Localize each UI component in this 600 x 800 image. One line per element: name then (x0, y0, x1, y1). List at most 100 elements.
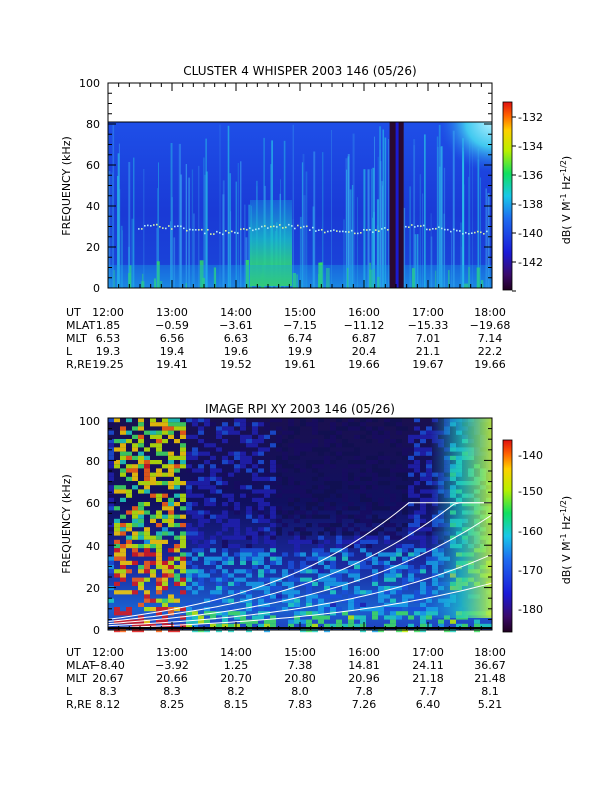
panel2-cell (126, 464, 132, 469)
panel-whisper: CLUSTER 4 WHISPER 2003 146 (05/26) 0 20 … (60, 64, 573, 371)
panel2-cell (318, 514, 324, 519)
panel2-cell (318, 485, 324, 490)
panel2-cell (354, 485, 360, 490)
panel2-cell (402, 594, 408, 599)
panel2-cell (204, 518, 210, 523)
panel2-cell (396, 464, 402, 469)
panel1-dot (156, 223, 158, 226)
panel1-streak (128, 246, 130, 288)
panel2-cell (258, 581, 264, 586)
panel2-cell (384, 531, 390, 536)
panel2-cell (306, 598, 312, 603)
panel2-cell (348, 481, 354, 486)
panel2-cell (198, 586, 204, 591)
panel2-cell (186, 418, 192, 423)
panel2-cell (306, 489, 312, 494)
panel2-cell (384, 590, 390, 595)
panel2-cell (360, 615, 366, 620)
panel2-cell (240, 577, 246, 582)
panel2-cell (324, 447, 330, 452)
panel2-cell (204, 544, 210, 549)
panel1-cblabel: dB( V M-1 Hz-1/2) (559, 156, 573, 244)
p2-eph-3-6: 8.1 (481, 685, 499, 698)
panel2-cell (108, 523, 114, 528)
panel2-cell (228, 611, 234, 616)
panel2-cell (156, 607, 162, 612)
panel2-cell (420, 619, 426, 624)
panel2-cell (222, 619, 228, 624)
panel2-cell (222, 455, 228, 460)
panel2-cell (144, 565, 150, 570)
panel2-cell (306, 502, 312, 507)
panel2-cell (204, 460, 210, 465)
p1-eph-2-0: 6.53 (96, 332, 121, 345)
panel2-cell (288, 455, 294, 460)
panel2-cell (192, 481, 198, 486)
panel2-cell (192, 590, 198, 595)
p2-eph-1-2: 1.25 (224, 659, 249, 672)
panel2-cell (264, 476, 270, 481)
p2-eph-0-6: 18:00 (474, 646, 506, 659)
panel2-cell (366, 460, 372, 465)
panel1-low-emission (411, 268, 415, 288)
panel2-cell (342, 468, 348, 473)
p2-eph-4-4: 7.26 (352, 698, 377, 711)
panel2-cell (420, 472, 426, 477)
panel2-cell (126, 611, 132, 616)
panel2-cell (222, 577, 228, 582)
panel2-cell (426, 607, 432, 612)
panel2-cell (120, 527, 126, 532)
panel2-cell (228, 518, 234, 523)
panel2-cell (180, 623, 186, 628)
panel1-ytick-20: 20 (86, 241, 100, 254)
panel2-cell (294, 481, 300, 486)
panel2-cell (156, 581, 162, 586)
panel2-cell (354, 602, 360, 607)
panel2-cell (246, 434, 252, 439)
panel1-low-emission (214, 267, 216, 288)
panel1-streak (347, 154, 350, 288)
panel2-model-curve (107, 514, 493, 625)
panel1-streak (205, 171, 208, 288)
panel2-cell (276, 556, 282, 561)
panel2-cell (312, 422, 318, 427)
panel2-cell (312, 623, 318, 628)
p1-eph-1-6: −19.68 (470, 319, 511, 332)
panel2-cell (210, 464, 216, 469)
panel2-cell (354, 518, 360, 523)
panel2-cell (276, 460, 282, 465)
panel2-cell (126, 451, 132, 456)
panel2-cell (312, 485, 318, 490)
panel2-cell (348, 443, 354, 448)
panel2-cell (336, 535, 342, 540)
panel2-cell (204, 451, 210, 456)
panel2-cell (186, 527, 192, 532)
panel2-cell (360, 518, 366, 523)
panel2-cell (282, 464, 288, 469)
panel2-cell (264, 594, 270, 599)
panel1-dot (183, 227, 185, 230)
panel1-streak (188, 177, 190, 288)
panel1-low-emission (292, 273, 296, 288)
panel1-dot (153, 224, 155, 226)
panel2-cell (372, 539, 378, 544)
panel2-cell (120, 485, 126, 490)
panel2-cell (420, 539, 426, 544)
panel2-cell (132, 472, 138, 477)
panel1-dot (354, 232, 356, 235)
panel2-cell (288, 598, 294, 603)
panel2-cell (168, 573, 174, 578)
p2-eph-0-4: 16:00 (348, 646, 380, 659)
panel2-cell (156, 439, 162, 444)
panel2-cell (300, 443, 306, 448)
panel2-cell (318, 472, 324, 477)
panel2-cell (324, 489, 330, 494)
panel2-cell (228, 497, 234, 502)
panel2-cell (270, 619, 276, 624)
panel2-cell (300, 514, 306, 519)
panel2-cell (186, 455, 192, 460)
panel2-cell (162, 531, 168, 536)
panel2-cell (402, 489, 408, 494)
panel2-cell (216, 464, 222, 469)
panel2-cell (246, 581, 252, 586)
